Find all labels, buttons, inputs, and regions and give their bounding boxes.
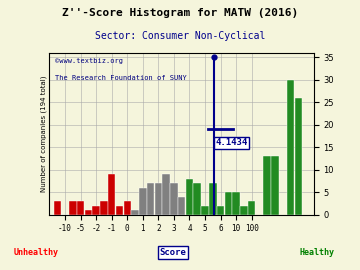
Bar — [232, 192, 240, 215]
Bar — [201, 206, 209, 215]
Bar — [93, 206, 100, 215]
Bar — [294, 98, 302, 215]
Bar — [225, 192, 232, 215]
Text: Sector: Consumer Non-Cyclical: Sector: Consumer Non-Cyclical — [95, 31, 265, 41]
Bar — [100, 201, 108, 215]
Bar — [271, 156, 279, 215]
Bar — [123, 201, 131, 215]
Bar — [178, 197, 185, 215]
Bar — [85, 210, 92, 215]
Text: ©www.textbiz.org: ©www.textbiz.org — [55, 58, 123, 64]
Bar — [108, 174, 116, 215]
Text: Unhealthy: Unhealthy — [14, 248, 58, 257]
Text: The Research Foundation of SUNY: The Research Foundation of SUNY — [55, 75, 186, 82]
Bar — [116, 206, 123, 215]
Bar — [240, 206, 248, 215]
Bar — [147, 183, 154, 215]
Bar — [186, 179, 193, 215]
Bar — [217, 206, 224, 215]
Bar — [264, 156, 271, 215]
Bar — [77, 201, 84, 215]
Text: Z''-Score Histogram for MATW (2016): Z''-Score Histogram for MATW (2016) — [62, 8, 298, 18]
Text: Score: Score — [159, 248, 186, 257]
Text: 4.1434: 4.1434 — [215, 138, 247, 147]
Bar — [170, 183, 177, 215]
Bar — [193, 183, 201, 215]
Bar — [54, 201, 61, 215]
Bar — [248, 201, 255, 215]
Bar — [154, 183, 162, 215]
Bar — [287, 80, 294, 215]
Bar — [69, 201, 77, 215]
Bar — [162, 174, 170, 215]
Text: Healthy: Healthy — [299, 248, 334, 257]
Bar — [139, 188, 147, 215]
Bar — [131, 210, 139, 215]
Bar — [209, 183, 216, 215]
Y-axis label: Number of companies (194 total): Number of companies (194 total) — [40, 76, 47, 192]
